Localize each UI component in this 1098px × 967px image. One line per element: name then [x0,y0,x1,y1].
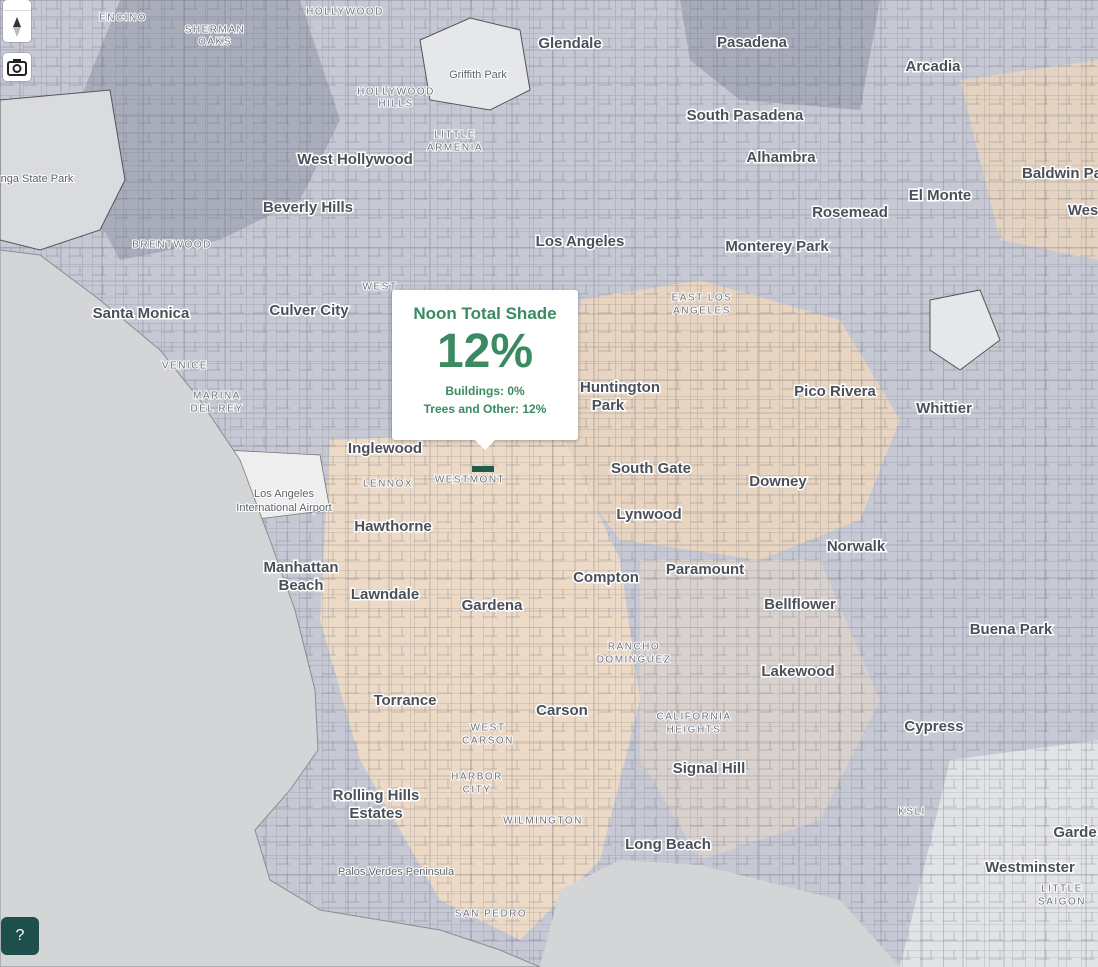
place-label: WILMINGTON [503,816,583,827]
place-label: EAST LOS [672,293,733,304]
zoom-controls[interactable] [3,0,31,42]
place-label: ARMENIA [427,143,483,154]
place-label: Cypress [904,718,963,735]
place-label: Paramount [666,561,744,578]
place-label: Los Angeles [536,233,625,250]
place-label: Garde [1053,824,1096,841]
place-label: BRENTWOOD [132,240,212,251]
place-label: KSLI [898,807,926,818]
place-label: Manhattan [264,559,339,576]
place-label: HILLS [378,99,413,110]
place-label: Westminster [985,859,1075,876]
place-label: WEST [471,723,506,734]
popup-line: Buildings: 0% [445,384,525,398]
place-label: Lawndale [351,586,419,603]
place-label: ENCINO [99,13,147,24]
place-label: Signal Hill [673,760,746,777]
park-area [419,17,531,111]
compass-button[interactable] [3,11,31,41]
place-label: Pico Rivera [794,383,876,400]
place-label: Beverly Hills [263,199,353,216]
place-label: Rolling Hills [333,787,420,804]
place-label: Griffith Park [449,69,507,81]
place-label: WESTMONT [435,475,505,486]
place-label: Compton [573,569,639,586]
place-label: Los Angeles [254,488,314,500]
place-label: South Gate [611,460,691,477]
place-label: DEL REY [191,404,244,415]
place-label: South Pasadena [687,107,804,124]
place-label: LITTLE [434,130,476,141]
place-label: El Monte [909,187,972,204]
place-label: Lakewood [761,663,834,680]
popup-line: Trees and Other: 12% [423,402,547,416]
place-label: Park [592,397,625,414]
place-label: Hawthorne [354,518,432,535]
place-label: Estates [349,805,402,822]
place-label: WEST [363,282,398,293]
place-label: Monterey Park [725,238,829,255]
place-label: DOMINGUEZ [597,655,672,666]
place-label: Beach [278,577,323,594]
place-label: Norwalk [827,538,886,555]
place-label: Palos Verdes Peninsula [338,866,455,878]
ocean [0,249,541,967]
harbor-water [540,860,900,967]
place-label: Gardena [462,597,524,614]
place-label: Santa Monica [93,305,190,322]
place-label: Lynwood [616,506,681,523]
place-label: Pasadena [717,34,788,51]
place-label: CARSON [462,736,514,747]
place-label: Rosemead [812,204,888,221]
place-label: ANGELES [673,306,731,317]
place-label: Inglewood [348,440,422,457]
place-label: Wes [1068,202,1098,219]
place-label: Long Beach [625,836,711,853]
place-label: Buena Park [970,621,1053,638]
popup: Noon Total Shade 12% Buildings: 0% Trees… [392,290,578,450]
place-label: CITY [463,785,492,796]
place-label: SAIGON [1038,897,1086,908]
place-label: Carson [536,702,588,719]
place-label: HEIGHTS [667,725,722,736]
place-label: Whittier [916,400,972,417]
place-label: International Airport [236,502,331,514]
place-label: CALIFORNIA [656,712,731,723]
place-label: Torrance [373,692,436,709]
place-label: Bellflower [764,596,836,613]
place-label: Glendale [538,35,601,52]
place-label: MARINA [193,391,241,402]
place-label: HOLLYWOOD [306,7,384,18]
selected-tract[interactable] [472,466,494,472]
zoom-out-button[interactable] [3,0,31,11]
place-label: Huntington [580,379,660,396]
popup-title: Noon Total Shade [413,304,557,323]
popup-value: 12% [436,325,534,378]
place-label: LENNOX [363,479,413,490]
place-label: Alhambra [746,149,816,166]
place-label: VENICE [162,361,208,372]
place-label: HARBOR [451,772,503,783]
place-label: OAKS [198,37,232,48]
place-label: SAN PEDRO [455,909,527,920]
place-label: RANCHO [608,642,660,653]
place-label: Baldwin Pa [1022,165,1098,182]
place-label: Arcadia [905,58,961,75]
place-label: Culver City [269,302,349,319]
screenshot-button[interactable] [3,53,31,81]
place-label: HOLLYWOOD [357,87,435,98]
park-area [929,289,1001,371]
place-label: West Hollywood [297,151,413,168]
place-label: SHERMAN [185,25,246,36]
place-label: Downey [749,473,807,490]
park-area [0,89,126,251]
help-button[interactable]: ? [1,917,39,955]
place-label: nga State Park [1,173,74,185]
place-label: LITTLE [1041,884,1083,895]
